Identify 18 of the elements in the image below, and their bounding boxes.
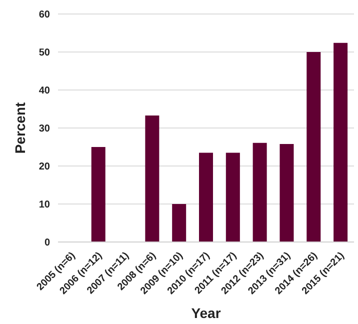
y-tick-label: 40 bbox=[38, 86, 50, 97]
bar bbox=[226, 152, 240, 242]
bar bbox=[252, 142, 267, 242]
bar bbox=[172, 204, 186, 242]
y-axis-title: Percent bbox=[12, 102, 28, 154]
x-axis-title: Year bbox=[191, 305, 222, 321]
bar bbox=[199, 152, 214, 242]
y-tick-label: 30 bbox=[38, 124, 50, 135]
y-tick-label: 0 bbox=[44, 238, 50, 249]
y-tick-label: 20 bbox=[38, 162, 50, 173]
bar bbox=[334, 42, 348, 242]
bar bbox=[280, 144, 294, 242]
y-tick-label: 50 bbox=[38, 48, 50, 59]
bar bbox=[91, 147, 106, 242]
y-tick-label: 10 bbox=[38, 200, 50, 211]
y-tick-label: 60 bbox=[38, 10, 50, 21]
bar bbox=[145, 115, 160, 242]
bar bbox=[306, 52, 321, 242]
